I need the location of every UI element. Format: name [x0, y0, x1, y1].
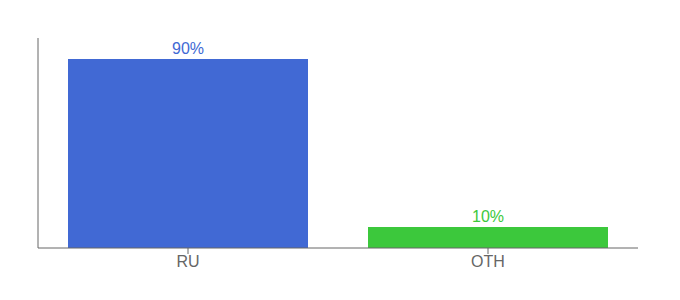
svg-text:OTH: OTH — [471, 253, 505, 270]
svg-text:10%: 10% — [472, 208, 504, 225]
svg-text:RU: RU — [176, 253, 199, 270]
svg-text:90%: 90% — [172, 40, 204, 57]
